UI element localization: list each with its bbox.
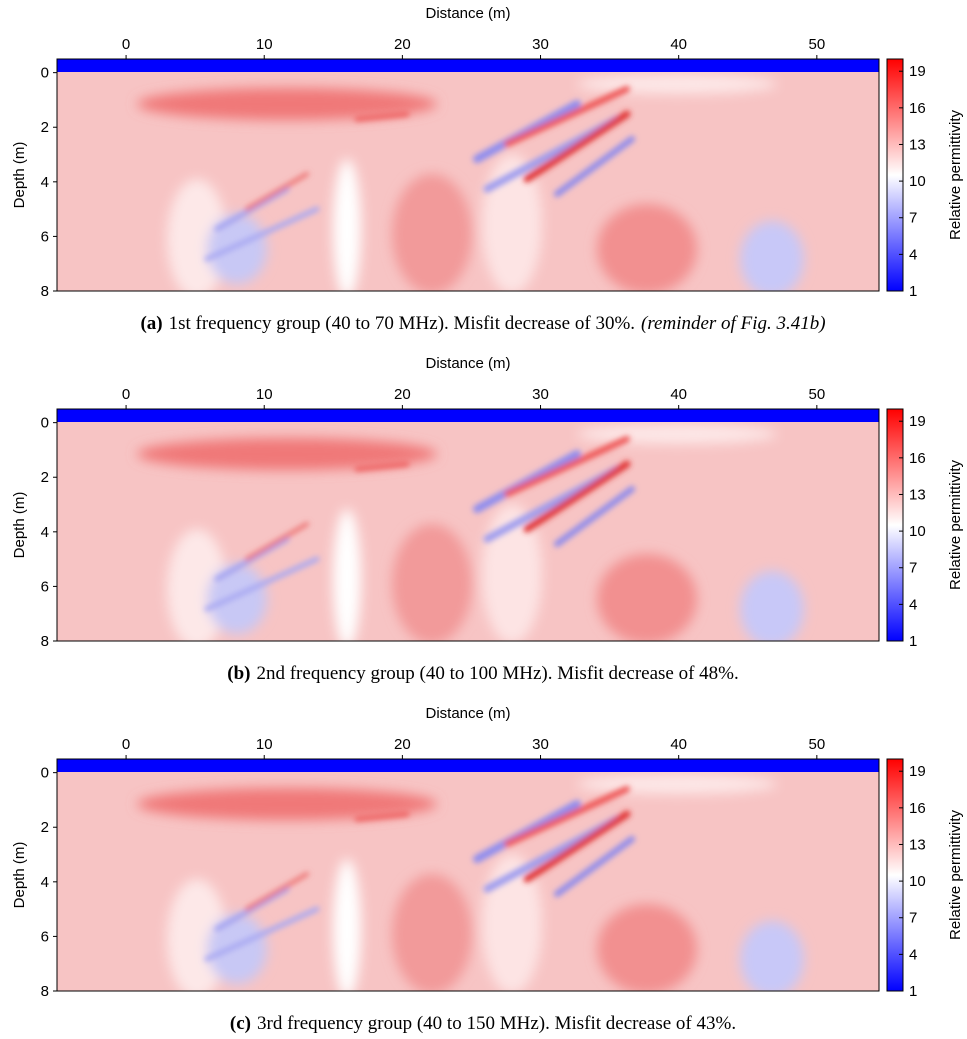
colorbar-tick-label: 7 <box>909 210 917 227</box>
y-axis-label: Depth (m) <box>11 842 28 909</box>
colorbar-tick-label: 4 <box>909 946 917 963</box>
colorbar-label: Relative permittivity <box>947 809 964 940</box>
colorbar-tick-label: 16 <box>909 100 926 117</box>
colorbar-tick-label: 16 <box>909 800 926 817</box>
colorbar-tick-label: 10 <box>909 173 926 190</box>
caption-label: (a) <box>140 313 162 334</box>
colorbar-tick-label: 1 <box>909 283 917 300</box>
y-axis-label: Depth (m) <box>11 492 28 559</box>
colorbar <box>886 58 904 292</box>
colorbar-tick-label: 19 <box>909 763 926 780</box>
y-tick-label: 6 <box>41 578 49 595</box>
caption-text: 1st frequency group (40 to 70 MHz). Misf… <box>169 313 635 334</box>
y-tick-label: 8 <box>41 983 49 1000</box>
colorbar-tick-label: 13 <box>909 136 926 153</box>
x-tick-label: 10 <box>256 386 273 403</box>
y-tick-label: 8 <box>41 283 49 300</box>
colorbar-tick-label: 7 <box>909 560 917 577</box>
y-tick-label: 0 <box>41 415 49 432</box>
colorbar-tick-label: 10 <box>909 523 926 540</box>
heatmap-image <box>57 409 879 649</box>
x-tick-label: 50 <box>808 36 825 53</box>
panel: Distance (m) 0 10 20 30 40 50 0 2 4 6 8 Depth (m) 1 4 7… <box>11 5 964 334</box>
plot-frame <box>56 58 880 292</box>
colorbar-label: Relative permittivity <box>947 459 964 590</box>
heatmap-image <box>57 759 879 999</box>
y-axis-label: Depth (m) <box>11 142 28 209</box>
x-tick-label: 20 <box>394 386 411 403</box>
caption-label: (c) <box>230 1013 251 1034</box>
caption: (c) 3rd frequency group (40 to 150 MHz). … <box>230 1013 736 1034</box>
x-tick-label: 30 <box>532 36 549 53</box>
x-axis-label: Distance (m) <box>425 705 510 722</box>
x-tick-label: 10 <box>256 736 273 753</box>
x-axis-label: Distance (m) <box>425 355 510 372</box>
y-tick-label: 2 <box>41 119 49 136</box>
plot-frame <box>56 408 880 642</box>
x-tick-label: 30 <box>532 736 549 753</box>
panel: Distance (m) 0 10 20 30 40 50 0 2 4 6 8 Depth (m) 1 4 7… <box>11 355 964 684</box>
colorbar-tick-label: 10 <box>909 873 926 890</box>
y-tick-label: 6 <box>41 228 49 245</box>
panel: Distance (m) 0 10 20 30 40 50 0 2 4 6 8 Depth (m) 1 4 7… <box>11 705 964 1034</box>
x-tick-label: 50 <box>808 386 825 403</box>
x-tick-label: 10 <box>256 36 273 53</box>
heatmap-image <box>57 59 879 299</box>
colorbar-label: Relative permittivity <box>947 109 964 240</box>
y-tick-label: 0 <box>41 765 49 782</box>
x-axis-label: Distance (m) <box>425 5 510 22</box>
colorbar-tick-label: 16 <box>909 450 926 467</box>
x-tick-label: 50 <box>808 736 825 753</box>
y-tick-label: 2 <box>41 469 49 486</box>
y-tick-label: 4 <box>41 174 49 191</box>
colorbar-tick-label: 13 <box>909 836 926 853</box>
y-tick-label: 8 <box>41 633 49 650</box>
y-tick-label: 0 <box>41 65 49 82</box>
colorbar-tick-label: 1 <box>909 983 917 1000</box>
colorbar-tick-label: 19 <box>909 63 926 80</box>
caption: (a) 1st frequency group (40 to 70 MHz). M… <box>140 313 825 334</box>
y-tick-label: 2 <box>41 819 49 836</box>
x-tick-label: 0 <box>122 36 130 53</box>
y-tick-label: 6 <box>41 928 49 945</box>
colorbar <box>886 758 904 992</box>
x-tick-label: 30 <box>532 386 549 403</box>
caption-text: 2nd frequency group (40 to 100 MHz). Mis… <box>256 663 738 684</box>
y-tick-label: 4 <box>41 524 49 541</box>
colorbar-tick-label: 1 <box>909 633 917 650</box>
caption-note: (reminder of Fig. 3.41b) <box>641 313 826 334</box>
caption-text: 3rd frequency group (40 to 150 MHz). Mis… <box>257 1013 736 1034</box>
y-tick-label: 4 <box>41 874 49 891</box>
x-tick-label: 40 <box>670 736 687 753</box>
caption-label: (b) <box>227 663 250 684</box>
caption: (b) 2nd frequency group (40 to 100 MHz). … <box>227 663 739 684</box>
x-tick-label: 20 <box>394 736 411 753</box>
colorbar-tick-label: 4 <box>909 246 917 263</box>
x-tick-label: 0 <box>122 736 130 753</box>
colorbar-tick-label: 4 <box>909 596 917 613</box>
colorbar <box>886 408 904 642</box>
colorbar-tick-label: 19 <box>909 413 926 430</box>
colorbar-tick-label: 7 <box>909 910 917 927</box>
x-tick-label: 40 <box>670 386 687 403</box>
plot-frame <box>56 758 880 992</box>
x-tick-label: 20 <box>394 36 411 53</box>
x-tick-label: 0 <box>122 386 130 403</box>
colorbar-tick-label: 13 <box>909 486 926 503</box>
x-tick-label: 40 <box>670 36 687 53</box>
